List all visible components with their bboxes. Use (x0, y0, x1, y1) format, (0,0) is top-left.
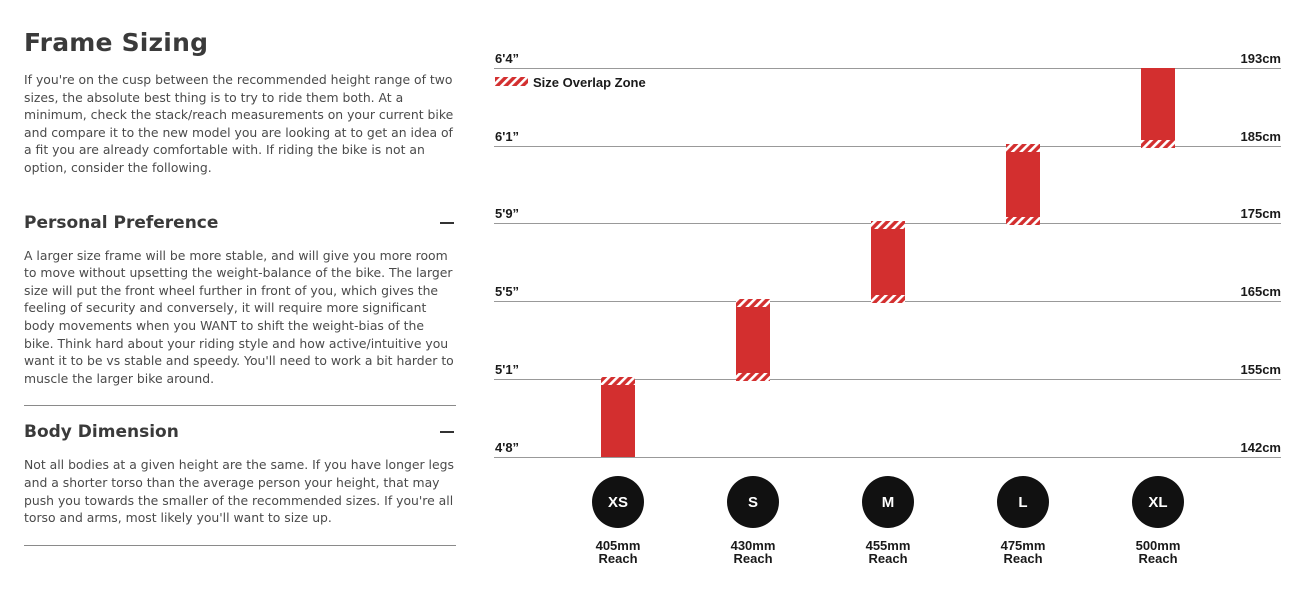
reach-caption: Reach (598, 551, 637, 566)
reach-caption: Reach (733, 551, 772, 566)
tick-label-imperial: 5'9” (495, 206, 519, 221)
tick-label-metric: 193cm (1241, 51, 1281, 66)
reach-value: 430mm (731, 538, 776, 553)
size-badge-label: L (1018, 494, 1027, 511)
tick-label-metric: 165cm (1241, 284, 1281, 299)
size-badge-label: M (882, 494, 895, 511)
size-badge (997, 476, 1049, 528)
overlap-zone-bottom (1006, 217, 1040, 225)
accordion-body-dimension: Body Dimension Not all bodies at a given… (24, 406, 456, 546)
reach-caption: Reach (1138, 551, 1177, 566)
size-badge (727, 476, 779, 528)
overlap-zone-bottom (736, 373, 770, 381)
accordion-body: Not all bodies at a given height are the… (24, 457, 454, 526)
size-range-bar (871, 223, 905, 301)
tick-label-imperial: 5'5” (495, 284, 519, 299)
tick-label-metric: 142cm (1241, 440, 1281, 455)
sizing-text-column: Frame Sizing If you're on the cusp betwe… (24, 28, 456, 546)
overlap-zone-top (871, 221, 905, 229)
accordion-header-body-dimension[interactable]: Body Dimension (24, 422, 456, 442)
size-badge (862, 476, 914, 528)
overlap-zone-bottom (871, 295, 905, 303)
overlap-zone-bottom (1141, 140, 1175, 148)
accordion-header-personal-preference[interactable]: Personal Preference (24, 213, 456, 233)
legend-overlap-label: Size Overlap Zone (533, 75, 646, 90)
reach-caption: Reach (868, 551, 907, 566)
reach-value: 500mm (1136, 538, 1181, 553)
size-badge-label: XL (1148, 494, 1167, 511)
minus-icon[interactable] (440, 221, 454, 224)
reach-value: 455mm (866, 538, 911, 553)
overlap-zone-top (601, 377, 635, 385)
tick-label-metric: 175cm (1241, 206, 1281, 221)
tick-label-imperial: 5'1” (495, 362, 519, 377)
size-badge (592, 476, 644, 528)
tick-label-metric: 155cm (1241, 362, 1281, 377)
size-range-bar (1141, 68, 1175, 146)
tick-label-imperial: 6'4” (495, 51, 519, 66)
reach-value: 405mm (596, 538, 641, 553)
size-range-bar (736, 301, 770, 379)
reach-caption: Reach (1003, 551, 1042, 566)
accordion-title: Body Dimension (24, 422, 179, 443)
overlap-zone-top (736, 299, 770, 307)
accordion-title: Personal Preference (24, 212, 219, 233)
reach-value: 475mm (1001, 538, 1046, 553)
size-range-bar (601, 379, 635, 457)
accordion-body: A larger size frame will be more stable,… (24, 247, 454, 386)
intro-paragraph: If you're on the cusp between the recomm… (24, 72, 454, 175)
overlap-zone-top (1006, 144, 1040, 152)
page-title: Frame Sizing (24, 28, 209, 57)
size-badge-label: XS (608, 494, 628, 511)
accordion-personal-preference: Personal Preference A larger size frame … (24, 213, 456, 407)
tick-label-imperial: 6'1” (495, 129, 519, 144)
tick-label-imperial: 4'8” (495, 440, 519, 455)
legend-overlap-swatch (495, 77, 528, 86)
size-badge (1132, 476, 1184, 528)
size-badge-label: S (748, 494, 758, 511)
minus-icon[interactable] (440, 431, 454, 434)
size-range-bar (1006, 146, 1040, 223)
tick-label-metric: 185cm (1241, 129, 1281, 144)
